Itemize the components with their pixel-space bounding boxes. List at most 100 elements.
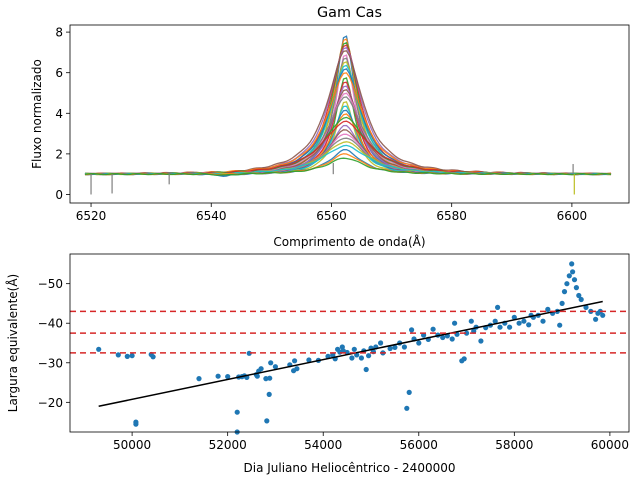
spectra-title: Gam Cas xyxy=(317,5,382,21)
equivalent-width-point xyxy=(96,346,102,352)
equivalent-width-point xyxy=(461,356,467,362)
equivalent-width-point xyxy=(196,376,202,382)
equivalent-width-point xyxy=(366,353,372,359)
spectra-axes-frame xyxy=(69,24,630,204)
spectra-x-ticks: 6520 6540 6560 6580 6600 xyxy=(76,203,587,223)
equivalent-width-point xyxy=(540,318,546,324)
equivalent-width-point xyxy=(511,314,517,320)
equivalent-width-point xyxy=(254,373,260,379)
equivalent-width-point xyxy=(387,345,393,352)
equivalent-width-point xyxy=(507,324,513,330)
spectra-x-axis-label: Comprimento de onda(Å) xyxy=(273,234,425,249)
equivalent-width-point xyxy=(378,340,384,346)
spectra-y-tick-label: 2 xyxy=(55,147,63,161)
spectra-y-tick-label: 4 xyxy=(55,107,63,121)
equivalent-width-point xyxy=(440,334,446,341)
equivalent-width-point xyxy=(363,366,369,373)
equivalent-width-point xyxy=(267,375,273,381)
equivalent-width-point xyxy=(234,409,240,415)
spectra-y-tick-label: 6 xyxy=(55,66,63,80)
equivalent-width-point xyxy=(150,354,156,360)
equivalent-width-point xyxy=(464,330,470,336)
equivalent-width-point xyxy=(266,391,272,397)
equivalent-width-point xyxy=(264,418,270,424)
equivalent-width-point xyxy=(449,336,455,342)
spectrum-line xyxy=(84,157,612,176)
spectra-x-tick-label: 6560 xyxy=(316,209,347,223)
equivalent-width-point xyxy=(272,364,278,370)
equivalent-width-point xyxy=(573,285,580,291)
equivalent-width-point xyxy=(561,289,568,295)
equivalent-width-point xyxy=(115,352,121,358)
equivalent-width-point xyxy=(401,344,407,350)
equivalent-width-point xyxy=(246,350,252,356)
equivalent-width-point xyxy=(583,304,589,310)
equivalent-width-point xyxy=(339,344,345,350)
equivalent-width-point xyxy=(129,353,135,359)
equivalent-width-point xyxy=(497,324,503,330)
equivalent-width-point xyxy=(404,405,410,411)
linear-fit-line xyxy=(98,300,603,408)
equivalent-width-point xyxy=(268,360,274,366)
equivalent-width-point xyxy=(576,292,582,299)
equivalent-width-point xyxy=(416,340,422,346)
equivalent-width-x-tick-label: 56000 xyxy=(400,438,438,452)
spectra-y-ticks: 0 2 4 6 8 xyxy=(55,26,70,202)
equivalent-width-point xyxy=(468,318,474,324)
equivalent-width-x-tick-label: 50000 xyxy=(113,438,151,452)
equivalent-width-point xyxy=(570,269,576,275)
equivalent-width-point xyxy=(225,374,231,380)
equivalent-width-point xyxy=(600,312,606,318)
equivalent-width-x-tick-label: 52000 xyxy=(209,438,247,452)
spectra-y-tick-label: 8 xyxy=(55,26,63,40)
equivalent-width-panel: 50000 52000 54000 56000 58000 60000 −20 −30 −40… xyxy=(5,253,630,475)
equivalent-width-x-tick-label: 58000 xyxy=(495,438,533,452)
equivalent-width-y-axis-label: Largura equivalente(Å) xyxy=(5,274,20,412)
spectra-x-tick-label: 6580 xyxy=(436,209,467,223)
equivalent-width-point xyxy=(571,277,578,283)
equivalent-width-point xyxy=(516,320,522,326)
equivalent-width-point xyxy=(566,273,572,279)
spectra-x-tick-label: 6540 xyxy=(196,209,227,223)
equivalent-width-y-tick-label: −40 xyxy=(38,317,63,331)
equivalent-width-point xyxy=(569,261,575,267)
spectra-panel: Gam Cas 6520 6540 6560 6580 6600 0 2 4 6 8 Compr… xyxy=(30,5,630,249)
equivalent-width-x-tick-label: 54000 xyxy=(304,438,342,452)
equivalent-width-point xyxy=(593,316,599,322)
equivalent-width-y-tick-label: −20 xyxy=(38,396,63,410)
equivalent-width-point xyxy=(495,304,501,310)
equivalent-width-point xyxy=(526,322,532,328)
equivalent-width-y-tick-label: −30 xyxy=(38,356,63,370)
equivalent-width-point xyxy=(294,366,300,372)
equivalent-width-point xyxy=(406,389,412,395)
equivalent-width-point xyxy=(124,353,130,359)
spectra-x-tick-label: 6600 xyxy=(557,209,588,223)
equivalent-width-point xyxy=(258,366,264,372)
equivalent-width-point xyxy=(430,326,436,332)
equivalent-width-point xyxy=(215,373,221,379)
equivalent-width-point xyxy=(133,419,139,425)
equivalent-width-point xyxy=(349,355,355,361)
equivalent-width-y-ticks: −20 −30 −40 −50 xyxy=(38,277,70,410)
equivalent-width-point xyxy=(578,296,584,303)
equivalent-width-point xyxy=(564,281,570,287)
equivalent-width-point xyxy=(358,355,364,361)
equivalent-width-point xyxy=(521,318,527,324)
equivalent-width-point xyxy=(263,376,269,382)
equivalent-width-y-tick-label: −50 xyxy=(38,277,63,291)
equivalent-width-point xyxy=(409,327,415,333)
equivalent-width-point xyxy=(351,346,357,352)
equivalent-width-point xyxy=(478,338,484,344)
equivalent-width-x-tick-label: 60000 xyxy=(591,438,629,452)
equivalent-width-point xyxy=(452,320,458,326)
equivalent-width-point xyxy=(392,344,398,350)
equivalent-width-point xyxy=(559,300,565,306)
equivalent-width-plot-area xyxy=(70,261,629,435)
equivalent-width-x-ticks: 50000 52000 54000 56000 58000 60000 xyxy=(113,432,629,452)
equivalent-width-point xyxy=(545,306,551,312)
equivalent-width-point xyxy=(492,318,498,324)
spectra-y-axis-label: Fluxo normalizado xyxy=(30,59,44,169)
spectra-x-tick-label: 6520 xyxy=(76,209,107,223)
